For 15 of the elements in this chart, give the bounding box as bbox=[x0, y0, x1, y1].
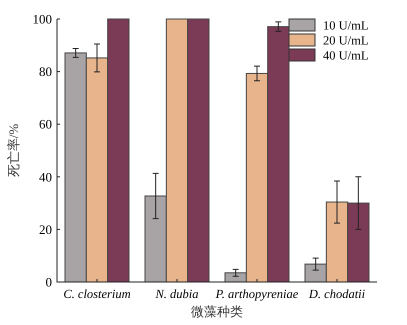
legend-label: 40 U/mL bbox=[323, 48, 368, 62]
x-tick-label: P. arthopyreniae bbox=[214, 287, 299, 301]
x-tick-label: N. dubia bbox=[154, 287, 199, 301]
y-axis-title: 死亡率/% bbox=[6, 124, 21, 178]
y-tick-label: 40 bbox=[39, 169, 52, 184]
y-tick-label: 60 bbox=[39, 116, 52, 132]
legend-label: 10 U/mL bbox=[323, 18, 368, 32]
y-tick-label: 80 bbox=[39, 64, 52, 80]
legend-label: 20 U/mL bbox=[323, 34, 368, 48]
y-tick-label: 0 bbox=[46, 274, 52, 290]
x-tick-label: D. chodatii bbox=[308, 287, 366, 301]
x-tick-label: C. closterium bbox=[63, 287, 131, 301]
y-tick-label: 20 bbox=[39, 222, 52, 237]
x-axis-title: 微藻种类 bbox=[191, 304, 243, 319]
y-tick-label: 100 bbox=[32, 12, 52, 26]
